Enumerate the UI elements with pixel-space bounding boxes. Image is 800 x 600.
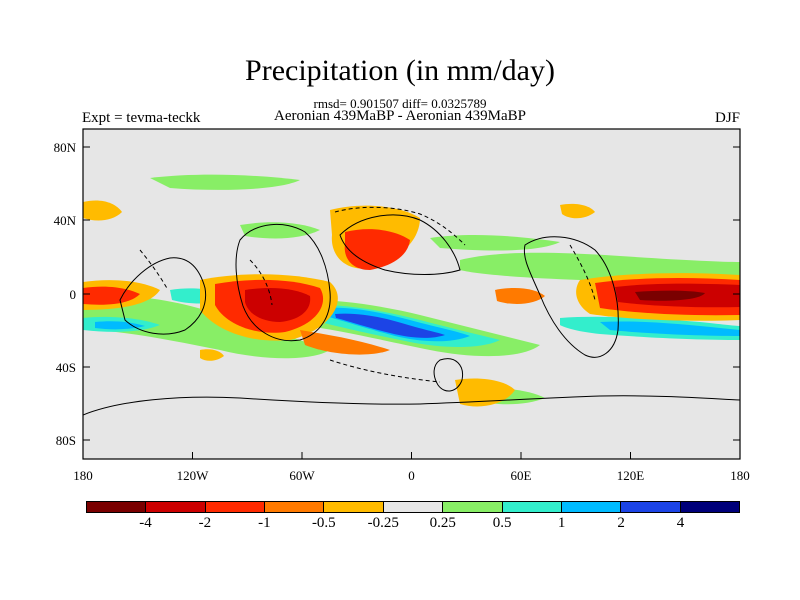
colorbar-swatch bbox=[87, 502, 147, 512]
continent-southern bbox=[83, 395, 740, 416]
colorbar-swatch bbox=[621, 502, 681, 512]
continent-east bbox=[523, 236, 619, 358]
map-title: Precipitation (in mm/day) bbox=[245, 54, 555, 87]
colorbar-swatch bbox=[680, 502, 739, 512]
continent-west bbox=[119, 257, 207, 335]
continent-north bbox=[339, 214, 461, 275]
x-tick-label: 60W bbox=[289, 468, 315, 483]
colorbar-label: 0.25 bbox=[429, 515, 456, 531]
colorbar-label: -2 bbox=[198, 515, 212, 531]
wet-green-ne bbox=[240, 222, 320, 239]
colorbar-label: -0.5 bbox=[311, 515, 336, 531]
y-tick-label: 80S bbox=[56, 433, 76, 448]
dry-north-west-patch bbox=[83, 200, 122, 221]
wet-blue-west bbox=[95, 321, 145, 330]
colorbar-label: -1 bbox=[258, 515, 271, 531]
colorbar-swatch bbox=[146, 502, 206, 512]
colorbar-swatch bbox=[502, 502, 562, 512]
continent-outlines bbox=[83, 214, 740, 416]
subtitle: Aeronian 439MaBP - Aeronian 439MaBP bbox=[274, 108, 526, 124]
continent-central bbox=[235, 223, 331, 342]
precip-fields bbox=[83, 174, 740, 407]
colorbar-label: -4 bbox=[139, 515, 152, 531]
dry-south-small bbox=[200, 349, 224, 361]
colorbar-label: -0.25 bbox=[367, 515, 399, 531]
x-tick-label: 120W bbox=[177, 468, 210, 483]
season-label: DJF bbox=[714, 110, 740, 126]
y-tick-label: 40N bbox=[54, 213, 77, 228]
x-tick-label: 180 bbox=[730, 468, 750, 483]
colorbar-swatch bbox=[265, 502, 325, 512]
dry-southeast-tropics bbox=[300, 330, 390, 355]
experiment-label: Expt = tevma-teckk bbox=[82, 110, 201, 126]
wet-band-west-pacific bbox=[83, 296, 330, 359]
colorbar-swatch bbox=[561, 502, 622, 512]
colorbar-label: 1 bbox=[557, 515, 566, 531]
stats-line: rmsd= 0.901507 diff= 0.0325789 bbox=[313, 96, 487, 111]
dashed-coast-1 bbox=[334, 206, 466, 246]
colorbar-swatch bbox=[383, 502, 444, 512]
x-tick-label: 0 bbox=[408, 468, 415, 483]
colorbar-swatch bbox=[324, 502, 384, 512]
wet-blue-pacific bbox=[600, 321, 740, 336]
dry-pacific-equatorial-darkest bbox=[635, 290, 705, 301]
y-tick-label: 0 bbox=[70, 287, 77, 302]
dry-west-equatorial-core bbox=[83, 286, 140, 305]
continent-south-island bbox=[433, 358, 464, 392]
wet-north-atlantic bbox=[430, 235, 560, 251]
colorbar-swatch bbox=[205, 502, 266, 512]
dashed-coast-4 bbox=[329, 359, 441, 383]
dashed-outlines bbox=[139, 206, 596, 383]
colorbar-label: 4 bbox=[676, 515, 685, 531]
colorbar-swatch bbox=[443, 502, 503, 512]
colorbar bbox=[86, 501, 740, 513]
dry-east-atlantic bbox=[495, 288, 545, 304]
dry-midlat-west bbox=[560, 203, 595, 219]
x-tick-label: 60E bbox=[511, 468, 532, 483]
x-tick-label: 180 bbox=[73, 468, 93, 483]
wet-core-south-atlantic bbox=[335, 313, 445, 338]
dashed-coast-2 bbox=[569, 244, 596, 301]
dry-south-patch bbox=[455, 378, 515, 407]
wet-north-midlat bbox=[150, 174, 300, 190]
dashed-coast-3 bbox=[139, 249, 169, 291]
colorbar-label: 0.5 bbox=[492, 515, 512, 531]
tick-marks bbox=[82, 146, 741, 459]
x-tick-label: 120E bbox=[617, 468, 645, 483]
y-tick-label: 40S bbox=[56, 360, 76, 375]
colorbar-label: 2 bbox=[617, 515, 625, 531]
y-tick-label: 80N bbox=[54, 140, 77, 155]
dry-central-tropics-core bbox=[245, 288, 311, 322]
